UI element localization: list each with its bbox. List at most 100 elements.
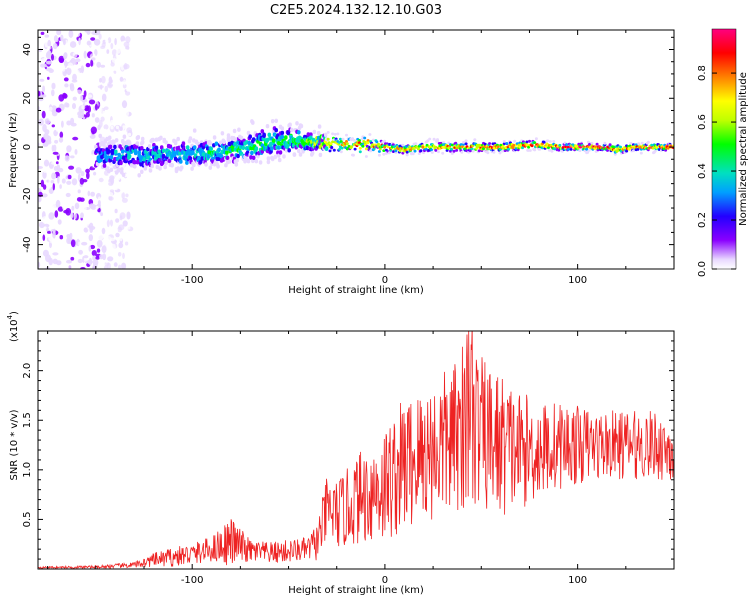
spectrogram-halo bbox=[606, 140, 611, 144]
spectrogram-halo bbox=[285, 120, 289, 125]
snr-series-line bbox=[38, 331, 674, 569]
spectrogram-noise-blob bbox=[47, 76, 50, 80]
chart-title: C2E5.2024.132.12.10.G03 bbox=[270, 3, 442, 18]
spectrogram-ridge-cell bbox=[120, 149, 125, 154]
spectrogram-halo bbox=[161, 188, 165, 192]
spectrogram-halo bbox=[654, 139, 658, 144]
snr-x-tick-label: -100 bbox=[181, 575, 204, 586]
spectrogram-halo bbox=[389, 136, 393, 141]
spectrogram-ridge-cell bbox=[338, 148, 341, 151]
spectrogram-noise-blob bbox=[117, 87, 123, 96]
spectrogram-halo bbox=[217, 169, 221, 174]
spectrogram-ridge-cell bbox=[192, 128, 197, 133]
spectrogram-ridge-cell bbox=[192, 145, 197, 150]
spectrogram-noise-blob bbox=[58, 147, 62, 155]
spectrogram-ridge-cell bbox=[191, 150, 195, 155]
spectrogram-noise-blob bbox=[40, 200, 44, 205]
spectrogram-noise-blob bbox=[104, 251, 110, 257]
spectrogram-noise-blob bbox=[39, 221, 45, 229]
spectrogram-halo bbox=[287, 105, 291, 110]
spectrogram-noise-blob bbox=[100, 261, 106, 268]
spectrogram-halo bbox=[122, 125, 126, 129]
spectrogram-noise-blob bbox=[61, 120, 64, 128]
spectrogram-ridge-cell bbox=[477, 149, 481, 153]
spectrogram-halo bbox=[353, 132, 357, 137]
spectrogram-noise-blob bbox=[47, 45, 52, 50]
spectrogram-y-label: Frequency (Hz) bbox=[8, 112, 19, 188]
spectrogram-halo bbox=[370, 153, 374, 158]
spectrogram-noise-blob bbox=[59, 131, 64, 139]
spectrogram-noise-blob bbox=[40, 31, 45, 35]
spectrogram-noise-blob bbox=[110, 79, 114, 83]
spectrogram-noise-blob bbox=[51, 82, 56, 90]
spectrogram-halo bbox=[512, 133, 516, 137]
spectrogram-halo bbox=[146, 141, 150, 145]
spectrogram-halo bbox=[434, 154, 438, 159]
spectrogram-halo bbox=[222, 126, 226, 130]
spectrogram-marks bbox=[38, 30, 674, 269]
spectrogram-halo bbox=[365, 150, 369, 154]
spectrogram-noise-blob bbox=[115, 218, 120, 223]
spectrogram-ridge-cell bbox=[237, 127, 241, 132]
spectrogram-ridge-cell bbox=[260, 129, 265, 134]
spectrogram-noise-blob bbox=[83, 227, 88, 233]
spectrogram-noise-blob bbox=[55, 221, 59, 230]
spectrogram-noise-blob bbox=[112, 226, 118, 234]
spectrogram-halo bbox=[161, 175, 165, 179]
spectrogram-halo bbox=[300, 160, 304, 165]
spectrogram-noise-blob bbox=[38, 195, 42, 203]
spectrogram-halo bbox=[567, 134, 571, 139]
spectrogram-halo bbox=[265, 179, 269, 184]
spectrogram-ridge-cell bbox=[636, 148, 640, 151]
spectrogram-noise-blob bbox=[80, 171, 85, 177]
spectrogram-noise-blob bbox=[52, 43, 58, 50]
spectrogram-halo bbox=[258, 99, 262, 103]
spectrogram-ridge-cell bbox=[527, 145, 531, 149]
spectrogram-ridge-cell bbox=[234, 162, 239, 167]
spectrogram-ridge-cell bbox=[483, 142, 487, 146]
spectrogram-ridge-cell bbox=[502, 140, 506, 143]
spectrogram-noise-blob bbox=[65, 192, 71, 198]
spectrogram-halo bbox=[184, 132, 188, 136]
spectrogram-halo bbox=[96, 111, 101, 115]
spectrogram-ridge-cell bbox=[212, 135, 217, 140]
spectrogram-noise-blob bbox=[39, 78, 45, 82]
spectrogram-noise-blob bbox=[70, 256, 75, 261]
spectrogram-halo bbox=[387, 135, 391, 139]
spectrogram-noise-blob bbox=[38, 145, 41, 153]
spectrogram-ridge-cell bbox=[287, 148, 292, 153]
spectrogram-halo bbox=[335, 152, 339, 157]
spectrogram-ridge-cell bbox=[254, 159, 259, 164]
spectrogram-noise-blob bbox=[63, 209, 70, 214]
spectrogram-ridge-cell bbox=[421, 145, 425, 149]
spectrogram-halo bbox=[132, 170, 136, 175]
spectrogram-y-axis: -40 -20 0 20 40 bbox=[22, 36, 674, 270]
spectrogram-halo bbox=[543, 156, 547, 161]
spectrogram-halo bbox=[496, 155, 500, 160]
spectrogram-halo bbox=[249, 168, 253, 172]
spectrogram-halo bbox=[292, 121, 296, 125]
spectrogram-noise-blob bbox=[85, 62, 91, 68]
spectrogram-halo bbox=[539, 153, 543, 157]
spectrogram-halo bbox=[102, 110, 106, 115]
spectrogram-ridge-cell bbox=[464, 139, 468, 143]
spectrogram-halo bbox=[207, 126, 211, 131]
spectrogram-noise-blob bbox=[43, 226, 47, 230]
spectrogram-halo bbox=[127, 170, 132, 174]
spectrogram-ridge-cell bbox=[383, 145, 387, 149]
spectrogram-noise-blob bbox=[40, 243, 44, 249]
spectrogram-ridge-cell bbox=[274, 118, 279, 124]
spectrogram-noise-blob bbox=[97, 233, 104, 241]
spectrogram-halo bbox=[588, 152, 592, 157]
spectrogram-ridge-cell bbox=[154, 145, 159, 150]
spectrogram-noise-blob bbox=[105, 236, 112, 243]
spectrogram-ridge-cell bbox=[432, 137, 436, 141]
spectrogram-ridge-cell bbox=[331, 132, 335, 136]
spectrogram-ridge-cell bbox=[548, 140, 552, 143]
spectrogram-halo bbox=[640, 157, 644, 162]
spectrogram-ridge-cell bbox=[140, 169, 144, 174]
spectrogram-ridge-cell bbox=[371, 138, 375, 142]
spectrogram-noise-blob bbox=[89, 167, 96, 171]
snr-y-tick-label: 1.0 bbox=[22, 462, 33, 478]
spectrogram-ridge-cell bbox=[140, 146, 144, 151]
